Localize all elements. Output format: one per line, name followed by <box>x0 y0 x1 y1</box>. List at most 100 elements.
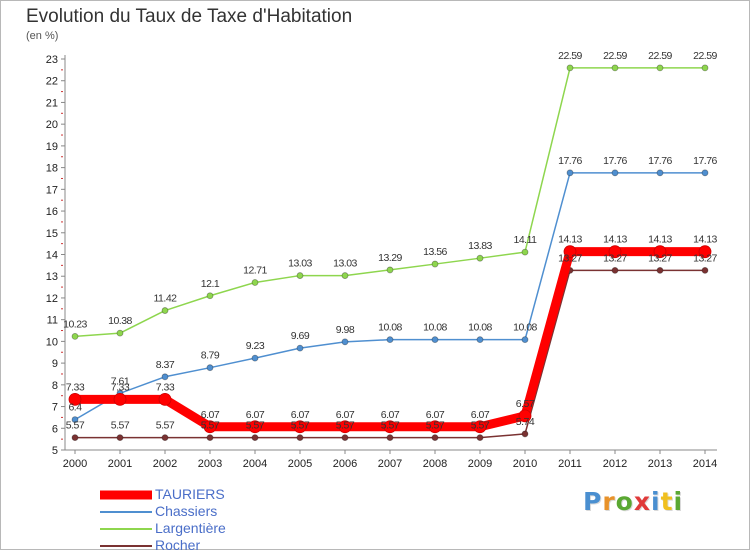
data-label-chassiers: 17.76 <box>603 155 627 167</box>
data-point-tauriers <box>113 392 127 406</box>
data-label-rocher: 5.57 <box>156 420 175 432</box>
data-label-rocher: 5.57 <box>336 420 355 432</box>
data-label-chassiers: 9.23 <box>246 340 265 352</box>
data-label-largenti-re: 13.56 <box>423 246 447 258</box>
x-tick-label: 2000 <box>63 458 87 470</box>
data-label-tauriers: 14.13 <box>693 234 717 246</box>
data-point-tauriers <box>248 420 262 434</box>
legend-label: Largentière <box>155 520 226 536</box>
data-label-chassiers: 9.98 <box>336 324 355 336</box>
data-label-tauriers: 6.07 <box>381 409 400 421</box>
data-point-largenti-re <box>476 254 484 262</box>
y-tick-label: 14 <box>46 250 58 262</box>
y-tick-label: 16 <box>46 206 58 218</box>
x-tick-label: 2006 <box>333 458 357 470</box>
data-point-rocher <box>701 266 709 274</box>
data-label-rocher: 5.57 <box>201 420 220 432</box>
data-point-largenti-re <box>701 64 709 72</box>
data-point-chassiers <box>476 336 484 344</box>
data-label-chassiers: 6.4 <box>68 402 82 414</box>
x-tick-label: 2005 <box>288 458 312 470</box>
data-label-largenti-re: 12.1 <box>201 278 220 290</box>
chart-unit: (en %) <box>26 30 59 42</box>
data-label-tauriers: 14.13 <box>603 234 627 246</box>
data-point-tauriers <box>293 420 307 434</box>
y-tick-label: 6 <box>52 423 58 435</box>
data-label-largenti-re: 10.38 <box>108 315 132 327</box>
data-point-tauriers <box>158 392 172 406</box>
data-label-tauriers: 6.57 <box>516 398 535 410</box>
data-point-tauriers <box>383 420 397 434</box>
data-label-rocher: 5.57 <box>471 420 490 432</box>
data-label-largenti-re: 22.59 <box>558 50 582 62</box>
data-label-largenti-re: 13.83 <box>468 240 492 252</box>
x-tick-label: 2008 <box>423 458 447 470</box>
data-point-chassiers <box>341 338 349 346</box>
data-label-tauriers: 7.33 <box>111 381 130 393</box>
x-tick-label: 2013 <box>648 458 672 470</box>
data-label-chassiers: 10.08 <box>513 322 537 334</box>
data-label-largenti-re: 10.23 <box>63 318 87 330</box>
y-tick-label: 18 <box>46 163 58 175</box>
y-tick-label: 7 <box>52 402 58 414</box>
data-point-tauriers <box>68 392 82 406</box>
data-label-largenti-re: 14.11 <box>514 234 538 246</box>
x-tick-label: 2014 <box>693 458 717 470</box>
data-label-rocher: 5.57 <box>246 420 265 432</box>
data-point-rocher <box>71 434 79 442</box>
y-tick-label: 23 <box>46 54 58 66</box>
chart-title: Evolution du Taux de Taxe d'Habitation <box>26 6 353 27</box>
legend-label: TAURIERS <box>155 486 225 502</box>
data-label-tauriers: 6.07 <box>336 409 355 421</box>
data-label-chassiers: 10.08 <box>378 322 402 334</box>
y-tick-label: 10 <box>46 336 58 348</box>
data-label-rocher: 5.57 <box>426 420 445 432</box>
data-label-chassiers: 17.76 <box>693 155 717 167</box>
legend-swatch <box>100 527 152 530</box>
axes: 5 6 7 8 9 10 11 12 13 14 15 16 17 18 19 20 21 22 23 2000 200… <box>46 54 717 470</box>
data-point-rocher <box>431 434 439 442</box>
data-point-chassiers <box>386 336 394 344</box>
data-point-rocher <box>251 434 259 442</box>
data-point-largenti-re <box>161 307 169 314</box>
data-point-rocher <box>206 434 214 442</box>
x-tick-label: 2009 <box>468 458 492 470</box>
data-point-rocher <box>476 434 484 442</box>
y-tick-label: 5 <box>52 445 58 457</box>
data-point-largenti-re <box>611 64 619 72</box>
x-tick-label: 2012 <box>603 458 627 470</box>
data-point-largenti-re <box>206 292 214 300</box>
data-label-rocher: 5.57 <box>381 420 400 432</box>
data-label-tauriers: 14.13 <box>648 234 672 246</box>
data-label-rocher: 13.27 <box>648 252 672 264</box>
y-tick-label: 17 <box>46 184 58 196</box>
data-point-rocher <box>116 434 124 442</box>
y-tick-label: 15 <box>46 228 58 240</box>
data-label-chassiers: 8.79 <box>201 350 220 362</box>
data-point-tauriers <box>608 245 622 259</box>
data-point-largenti-re <box>521 248 529 256</box>
x-tick-label: 2002 <box>153 458 177 470</box>
data-label-rocher: 13.27 <box>693 252 717 264</box>
data-label-rocher: 5.57 <box>111 420 130 432</box>
y-tick-label: 20 <box>46 119 58 131</box>
data-label-chassiers: 10.08 <box>423 322 447 334</box>
data-point-tauriers <box>563 245 577 259</box>
data-label-tauriers: 6.07 <box>201 409 220 421</box>
data-point-rocher <box>386 434 394 442</box>
data-point-chassiers <box>71 416 79 423</box>
data-point-chassiers <box>161 373 169 381</box>
data-point-rocher <box>656 266 664 274</box>
data-point-chassiers <box>566 169 574 177</box>
y-tick-label: 21 <box>46 97 58 109</box>
data-label-chassiers: 17.76 <box>648 155 672 167</box>
data-point-chassiers <box>296 344 304 352</box>
data-label-largenti-re: 12.71 <box>243 265 267 277</box>
data-label-rocher: 5.74 <box>516 416 535 428</box>
data-label-largenti-re: 13.03 <box>288 258 312 270</box>
data-point-rocher <box>521 430 529 438</box>
data-point-largenti-re <box>71 332 79 340</box>
x-tick-label: 2004 <box>243 458 267 470</box>
